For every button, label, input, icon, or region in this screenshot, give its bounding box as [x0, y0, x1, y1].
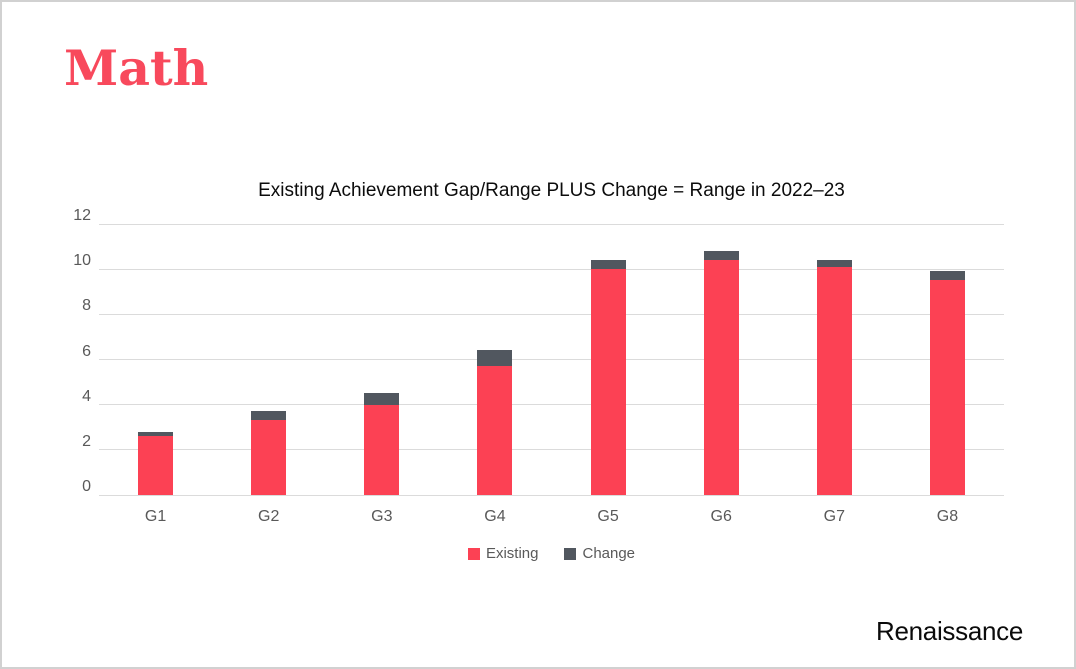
bar-segment-change-G3 [364, 393, 400, 405]
legend-label: Existing [485, 545, 539, 562]
x-axis-label-G6: G6 [710, 508, 732, 525]
legend-swatch-icon [564, 547, 577, 560]
y-axis-tick-label: 2 [82, 432, 91, 450]
bar-segment-existing-G2 [251, 420, 287, 495]
renaissance-logo: Renaissance [875, 616, 1023, 646]
bar-segment-existing-G7 [816, 266, 852, 495]
y-axis-tick-label: 4 [82, 387, 91, 405]
gridline-y0 [99, 494, 1004, 496]
legend-label: Change [582, 545, 636, 562]
bar-segment-existing-G1 [138, 436, 174, 495]
bar-segment-change-G4 [477, 350, 513, 367]
y-axis-tick-label: 8 [82, 297, 91, 315]
x-axis-label-G5: G5 [597, 508, 619, 525]
page-title: Math [64, 39, 209, 97]
chart-legend: Existing Change [99, 545, 1004, 562]
legend-item-change: Change [564, 545, 635, 562]
bar-segment-existing-G6 [703, 260, 739, 495]
gridline-y12 [99, 223, 1004, 225]
x-axis-label-G8: G8 [936, 508, 959, 525]
x-axis-label-G7: G7 [823, 508, 845, 525]
bar-segment-existing-G4 [477, 366, 513, 495]
y-axis-tick-label: 0 [82, 478, 91, 495]
bar-segment-existing-G5 [590, 269, 626, 495]
gridline-y4 [99, 404, 1004, 406]
plot-area: 0 2 4 6 8 10 12 G1 G2 G3 G4 G5 G6 G7 G8 [73, 207, 1004, 525]
bar-segment-change-G7 [816, 260, 852, 267]
gridline-y8 [99, 313, 1004, 315]
legend-swatch-icon [467, 547, 480, 560]
gridline-y6 [99, 359, 1004, 360]
y-axis-tick-label: 10 [73, 252, 91, 270]
bar-segment-existing-G3 [364, 404, 400, 495]
bar-segment-existing-G8 [929, 280, 965, 495]
y-axis-tick-label: 12 [73, 207, 91, 224]
y-axis-tick-label: 6 [82, 342, 91, 360]
chart-title: Existing Achievement Gap/Range PLUS Chan… [258, 180, 845, 201]
bar-segment-change-G5 [590, 260, 626, 270]
bar-segment-change-G1 [138, 431, 174, 437]
bar-segment-change-G6 [703, 251, 739, 261]
gridline-y2 [99, 449, 1004, 451]
x-axis-label-G4: G4 [484, 508, 506, 525]
bar-segment-change-G8 [929, 271, 965, 281]
legend-item-existing: Existing [467, 545, 539, 562]
x-axis-label-G3: G3 [371, 508, 393, 525]
x-axis-label-G2: G2 [258, 508, 280, 525]
gridline-y10 [99, 268, 1004, 270]
x-axis-label-G1: G1 [144, 508, 167, 525]
bar-segment-change-G2 [251, 411, 287, 421]
